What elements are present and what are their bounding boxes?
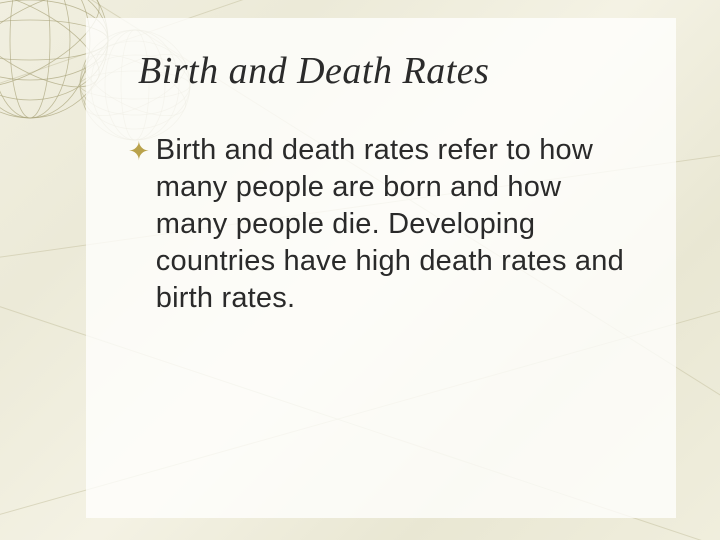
content-panel: Birth and Death Rates ✦ Birth and death … (86, 18, 676, 518)
sparkle-bullet-icon: ✦ (128, 136, 150, 167)
bullet-row: ✦ Birth and death rates refer to how man… (128, 132, 636, 318)
slide-title: Birth and Death Rates (138, 50, 636, 94)
slide-body-text: Birth and death rates refer to how many … (156, 132, 636, 318)
slide: Birth and Death Rates ✦ Birth and death … (0, 0, 720, 540)
